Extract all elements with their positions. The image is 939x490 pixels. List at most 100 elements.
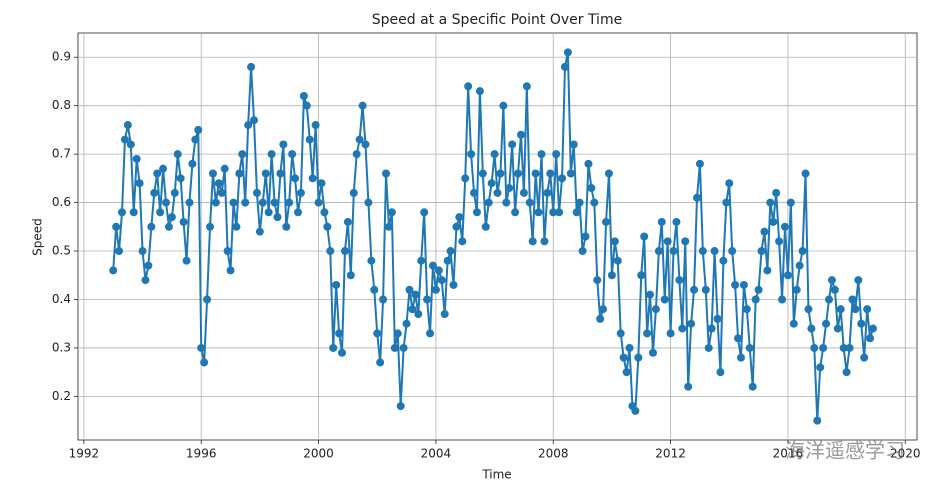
y-tick-label: 0.7 xyxy=(52,147,71,161)
data-point xyxy=(824,295,833,304)
y-tick-label: 0.8 xyxy=(52,98,71,112)
data-point xyxy=(558,174,567,183)
data-point xyxy=(296,188,305,197)
watermark: 海洋遥感学习 xyxy=(785,439,905,463)
data-point xyxy=(778,295,787,304)
data-point xyxy=(276,169,285,178)
data-point xyxy=(581,232,590,241)
data-point xyxy=(731,280,740,289)
data-point xyxy=(329,343,338,352)
x-tick-label: 2000 xyxy=(303,447,334,461)
data-point xyxy=(766,198,775,207)
x-tick-label: 1992 xyxy=(69,447,100,461)
data-point xyxy=(358,101,367,110)
data-point xyxy=(285,198,294,207)
data-point xyxy=(150,188,159,197)
data-point xyxy=(634,353,643,362)
data-point xyxy=(736,353,745,362)
data-point xyxy=(294,208,303,217)
x-axis-label: Time xyxy=(481,468,511,482)
data-point xyxy=(220,164,229,173)
data-point xyxy=(472,208,481,217)
data-point xyxy=(390,343,399,352)
data-point xyxy=(704,343,713,352)
data-point xyxy=(739,280,748,289)
data-point xyxy=(496,169,505,178)
data-point xyxy=(241,198,250,207)
data-point xyxy=(783,271,792,280)
data-point xyxy=(695,159,704,168)
data-point xyxy=(857,319,866,328)
data-point xyxy=(660,295,669,304)
data-point xyxy=(722,198,731,207)
data-point xyxy=(411,290,420,299)
data-point xyxy=(848,295,857,304)
x-tick-label: 2008 xyxy=(538,447,569,461)
data-point xyxy=(789,319,798,328)
data-point xyxy=(607,271,616,280)
data-point xyxy=(637,271,646,280)
data-point xyxy=(338,348,347,357)
data-point xyxy=(214,179,223,188)
data-point xyxy=(126,140,135,149)
data-point xyxy=(648,348,657,357)
chart-title: Speed at a Specific Point Over Time xyxy=(372,12,622,28)
data-point xyxy=(112,222,121,231)
data-point xyxy=(291,174,300,183)
data-point xyxy=(493,188,502,197)
data-point xyxy=(654,247,663,256)
data-point xyxy=(555,208,564,217)
data-point xyxy=(346,271,355,280)
data-point xyxy=(754,285,763,294)
data-point xyxy=(405,285,414,294)
data-point xyxy=(396,402,405,411)
data-point xyxy=(868,324,877,333)
data-point xyxy=(384,222,393,231)
data-point xyxy=(420,208,429,217)
data-point xyxy=(367,256,376,265)
data-point xyxy=(514,169,523,178)
data-point xyxy=(863,305,872,314)
data-point xyxy=(757,247,766,256)
data-point xyxy=(833,324,842,333)
data-point xyxy=(164,222,173,231)
data-point xyxy=(182,256,191,265)
data-point xyxy=(842,368,851,377)
data-point xyxy=(698,247,707,256)
y-tick-label: 0.2 xyxy=(52,389,71,403)
data-point xyxy=(223,247,232,256)
y-tick-label: 0.6 xyxy=(52,195,71,209)
data-point xyxy=(382,169,391,178)
data-point xyxy=(250,116,259,125)
data-point xyxy=(167,213,176,222)
data-point xyxy=(470,188,479,197)
data-point xyxy=(144,261,153,270)
data-point xyxy=(866,334,875,343)
y-tick-label: 0.3 xyxy=(52,340,71,354)
data-point xyxy=(431,285,440,294)
data-point xyxy=(343,217,352,226)
data-point xyxy=(335,329,344,338)
data-point xyxy=(232,222,241,231)
data-point xyxy=(211,198,220,207)
data-point xyxy=(816,363,825,372)
data-point xyxy=(349,188,358,197)
data-point xyxy=(132,154,141,163)
data-point xyxy=(710,247,719,256)
data-point xyxy=(252,188,261,197)
y-tick-label: 0.9 xyxy=(52,50,71,64)
plot-frame xyxy=(77,32,918,441)
data-point xyxy=(528,237,537,246)
data-point xyxy=(569,140,578,149)
data-point xyxy=(687,319,696,328)
data-point xyxy=(458,237,467,246)
y-tick-label: 0.4 xyxy=(52,292,71,306)
data-point xyxy=(719,256,728,265)
data-point xyxy=(475,87,484,96)
data-point xyxy=(373,329,382,338)
data-point xyxy=(443,256,452,265)
data-point xyxy=(751,295,760,304)
data-point xyxy=(414,310,423,319)
data-point xyxy=(587,184,596,193)
data-point xyxy=(646,290,655,299)
